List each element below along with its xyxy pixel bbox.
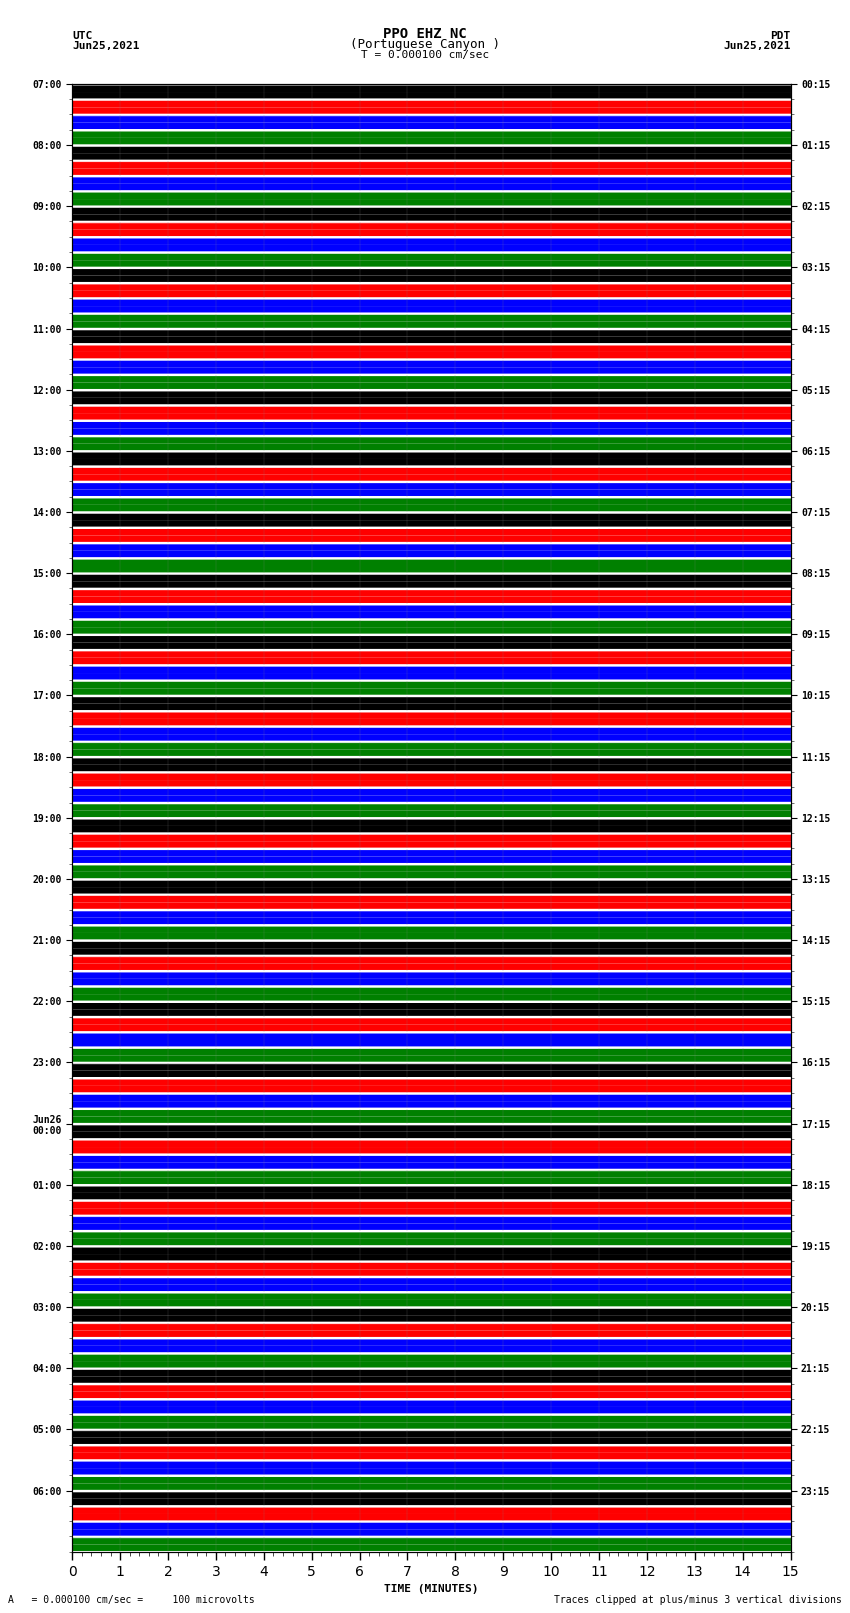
Text: T = 0.000100 cm/sec: T = 0.000100 cm/sec — [361, 50, 489, 60]
Text: PDT: PDT — [770, 31, 790, 40]
Text: Jun25,2021: Jun25,2021 — [723, 40, 791, 50]
Text: (Portuguese Canyon ): (Portuguese Canyon ) — [350, 37, 500, 50]
Text: Traces clipped at plus/minus 3 vertical divisions: Traces clipped at plus/minus 3 vertical … — [553, 1595, 842, 1605]
Text: PPO EHZ NC: PPO EHZ NC — [383, 27, 467, 40]
Text: Jun25,2021: Jun25,2021 — [72, 40, 139, 50]
Text: A   = 0.000100 cm/sec =     100 microvolts: A = 0.000100 cm/sec = 100 microvolts — [8, 1595, 255, 1605]
X-axis label: TIME (MINUTES): TIME (MINUTES) — [384, 1584, 479, 1595]
Text: UTC: UTC — [72, 31, 93, 40]
